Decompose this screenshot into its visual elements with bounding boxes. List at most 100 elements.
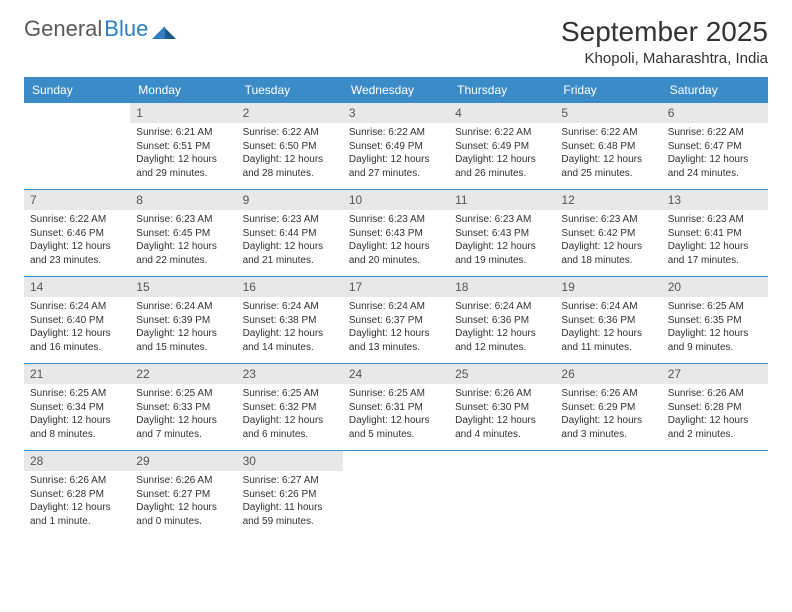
day-number: 13 <box>662 190 768 210</box>
calendar-cell: 28Sunrise: 6:26 AMSunset: 6:28 PMDayligh… <box>24 451 130 537</box>
calendar-cell: 29Sunrise: 6:26 AMSunset: 6:27 PMDayligh… <box>130 451 236 537</box>
sunrise-text: Sunrise: 6:22 AM <box>349 126 443 140</box>
day-content: Sunrise: 6:22 AMSunset: 6:50 PMDaylight:… <box>237 123 343 186</box>
weekday-header: SundayMondayTuesdayWednesdayThursdayFrid… <box>24 77 768 103</box>
calendar-grid: 1Sunrise: 6:21 AMSunset: 6:51 PMDaylight… <box>24 103 768 537</box>
calendar-cell: 13Sunrise: 6:23 AMSunset: 6:41 PMDayligh… <box>662 190 768 276</box>
daylight-text: and 22 minutes. <box>136 254 230 268</box>
sunrise-text: Sunrise: 6:24 AM <box>136 300 230 314</box>
daylight-text: and 4 minutes. <box>455 428 549 442</box>
day-content: Sunrise: 6:24 AMSunset: 6:40 PMDaylight:… <box>24 297 130 360</box>
day-content: Sunrise: 6:24 AMSunset: 6:39 PMDaylight:… <box>130 297 236 360</box>
daylight-text: Daylight: 12 hours <box>136 414 230 428</box>
calendar-cell: 15Sunrise: 6:24 AMSunset: 6:39 PMDayligh… <box>130 277 236 363</box>
sunrise-text: Sunrise: 6:23 AM <box>561 213 655 227</box>
calendar-cell: 21Sunrise: 6:25 AMSunset: 6:34 PMDayligh… <box>24 364 130 450</box>
day-number: 28 <box>24 451 130 471</box>
daylight-text: and 24 minutes. <box>668 167 762 181</box>
daylight-text: Daylight: 12 hours <box>455 327 549 341</box>
calendar-week: 14Sunrise: 6:24 AMSunset: 6:40 PMDayligh… <box>24 277 768 364</box>
daylight-text: and 0 minutes. <box>136 515 230 529</box>
logo-text-general: General <box>24 16 102 42</box>
sunset-text: Sunset: 6:31 PM <box>349 401 443 415</box>
calendar-cell: 10Sunrise: 6:23 AMSunset: 6:43 PMDayligh… <box>343 190 449 276</box>
calendar-cell <box>662 451 768 537</box>
day-content: Sunrise: 6:26 AMSunset: 6:29 PMDaylight:… <box>555 384 661 447</box>
day-content: Sunrise: 6:26 AMSunset: 6:28 PMDaylight:… <box>24 471 130 534</box>
daylight-text: Daylight: 12 hours <box>136 153 230 167</box>
calendar-cell: 1Sunrise: 6:21 AMSunset: 6:51 PMDaylight… <box>130 103 236 189</box>
daylight-text: and 12 minutes. <box>455 341 549 355</box>
daylight-text: and 15 minutes. <box>136 341 230 355</box>
daylight-text: and 9 minutes. <box>668 341 762 355</box>
daylight-text: and 25 minutes. <box>561 167 655 181</box>
day-number: 5 <box>555 103 661 123</box>
sunset-text: Sunset: 6:39 PM <box>136 314 230 328</box>
day-content: Sunrise: 6:23 AMSunset: 6:42 PMDaylight:… <box>555 210 661 273</box>
daylight-text: and 3 minutes. <box>561 428 655 442</box>
daylight-text: Daylight: 11 hours <box>243 501 337 515</box>
sunset-text: Sunset: 6:43 PM <box>349 227 443 241</box>
daylight-text: and 59 minutes. <box>243 515 337 529</box>
day-content: Sunrise: 6:23 AMSunset: 6:41 PMDaylight:… <box>662 210 768 273</box>
sunrise-text: Sunrise: 6:23 AM <box>136 213 230 227</box>
daylight-text: and 13 minutes. <box>349 341 443 355</box>
sunset-text: Sunset: 6:49 PM <box>455 140 549 154</box>
daylight-text: Daylight: 12 hours <box>30 327 124 341</box>
daylight-text: Daylight: 12 hours <box>136 327 230 341</box>
calendar-cell <box>343 451 449 537</box>
daylight-text: and 7 minutes. <box>136 428 230 442</box>
calendar-cell: 26Sunrise: 6:26 AMSunset: 6:29 PMDayligh… <box>555 364 661 450</box>
sunrise-text: Sunrise: 6:24 AM <box>455 300 549 314</box>
calendar-cell: 25Sunrise: 6:26 AMSunset: 6:30 PMDayligh… <box>449 364 555 450</box>
day-content: Sunrise: 6:24 AMSunset: 6:36 PMDaylight:… <box>449 297 555 360</box>
day-content: Sunrise: 6:23 AMSunset: 6:43 PMDaylight:… <box>343 210 449 273</box>
day-number: 29 <box>130 451 236 471</box>
day-number: 15 <box>130 277 236 297</box>
daylight-text: and 27 minutes. <box>349 167 443 181</box>
daylight-text: Daylight: 12 hours <box>668 414 762 428</box>
calendar-cell <box>449 451 555 537</box>
logo-triangle-icon <box>152 20 176 38</box>
sunset-text: Sunset: 6:36 PM <box>455 314 549 328</box>
sunrise-text: Sunrise: 6:23 AM <box>349 213 443 227</box>
day-content: Sunrise: 6:22 AMSunset: 6:48 PMDaylight:… <box>555 123 661 186</box>
day-number: 8 <box>130 190 236 210</box>
day-content: Sunrise: 6:22 AMSunset: 6:49 PMDaylight:… <box>343 123 449 186</box>
day-number: 23 <box>237 364 343 384</box>
day-content: Sunrise: 6:23 AMSunset: 6:43 PMDaylight:… <box>449 210 555 273</box>
weekday-label: Tuesday <box>237 77 343 103</box>
day-content: Sunrise: 6:26 AMSunset: 6:28 PMDaylight:… <box>662 384 768 447</box>
daylight-text: Daylight: 12 hours <box>349 240 443 254</box>
daylight-text: and 2 minutes. <box>668 428 762 442</box>
weekday-label: Friday <box>555 77 661 103</box>
calendar-cell <box>24 103 130 189</box>
logo: GeneralBlue <box>24 16 176 42</box>
day-content: Sunrise: 6:22 AMSunset: 6:49 PMDaylight:… <box>449 123 555 186</box>
day-number: 27 <box>662 364 768 384</box>
day-content: Sunrise: 6:23 AMSunset: 6:45 PMDaylight:… <box>130 210 236 273</box>
sunrise-text: Sunrise: 6:25 AM <box>349 387 443 401</box>
day-number: 26 <box>555 364 661 384</box>
sunrise-text: Sunrise: 6:22 AM <box>668 126 762 140</box>
sunrise-text: Sunrise: 6:23 AM <box>668 213 762 227</box>
day-number: 12 <box>555 190 661 210</box>
day-content: Sunrise: 6:21 AMSunset: 6:51 PMDaylight:… <box>130 123 236 186</box>
calendar-cell <box>555 451 661 537</box>
daylight-text: Daylight: 12 hours <box>561 153 655 167</box>
daylight-text: Daylight: 12 hours <box>349 153 443 167</box>
calendar-page: GeneralBlue September 2025 Khopoli, Maha… <box>0 0 792 553</box>
sunrise-text: Sunrise: 6:26 AM <box>455 387 549 401</box>
day-content: Sunrise: 6:24 AMSunset: 6:36 PMDaylight:… <box>555 297 661 360</box>
weekday-label: Thursday <box>449 77 555 103</box>
sunrise-text: Sunrise: 6:22 AM <box>243 126 337 140</box>
weekday-label: Sunday <box>24 77 130 103</box>
calendar-cell: 14Sunrise: 6:24 AMSunset: 6:40 PMDayligh… <box>24 277 130 363</box>
sunset-text: Sunset: 6:26 PM <box>243 488 337 502</box>
day-number: 7 <box>24 190 130 210</box>
day-content: Sunrise: 6:26 AMSunset: 6:27 PMDaylight:… <box>130 471 236 534</box>
daylight-text: Daylight: 12 hours <box>668 240 762 254</box>
day-number: 4 <box>449 103 555 123</box>
daylight-text: Daylight: 12 hours <box>668 153 762 167</box>
daylight-text: and 23 minutes. <box>30 254 124 268</box>
